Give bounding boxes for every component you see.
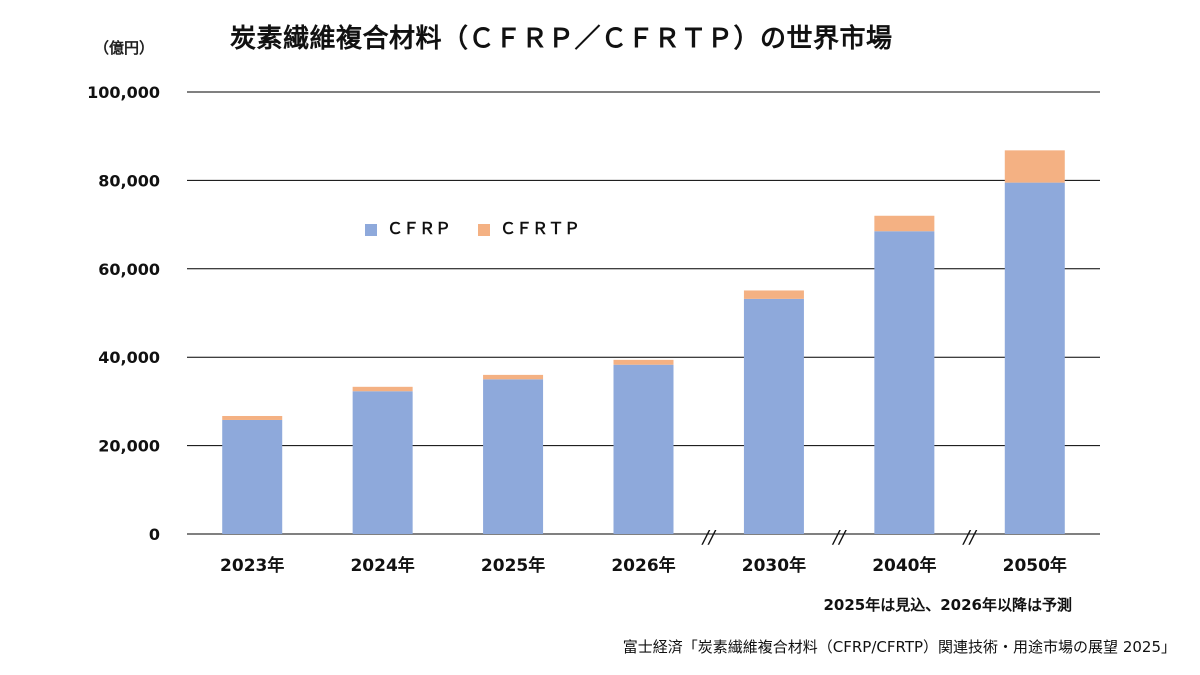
- bar-cfrp: [874, 231, 935, 535]
- bar-cfrtp: [613, 359, 674, 365]
- y-tick-label: 0: [149, 525, 160, 544]
- y-axis-unit-label: （億円）: [94, 39, 155, 57]
- bar-cfrp: [222, 419, 283, 534]
- legend-label-cfrp: ＣＦＲＰ: [387, 219, 451, 238]
- axis-break-mark: //: [701, 527, 717, 548]
- x-tick-label: 2030年: [742, 555, 806, 576]
- bar-cfrtp: [222, 415, 283, 420]
- x-tick-label: 2025年: [481, 555, 545, 576]
- bar-cfrp: [743, 298, 804, 534]
- y-tick-label: 60,000: [98, 260, 160, 279]
- legend-swatch-cfrtp: [478, 224, 490, 236]
- axis-break-mark: //: [962, 527, 978, 548]
- legend-swatch-cfrp: [365, 224, 377, 236]
- axis-break-mark: //: [831, 527, 847, 548]
- bar-cfrtp: [743, 290, 804, 299]
- bar-cfrtp: [483, 374, 544, 380]
- bar-cfrp: [483, 379, 544, 534]
- bar-cfrtp: [874, 215, 935, 232]
- bar-cfrp: [613, 364, 674, 534]
- y-tick-label: 20,000: [98, 437, 160, 456]
- y-tick-label: 100,000: [87, 83, 160, 102]
- x-tick-label: 2026年: [611, 555, 675, 576]
- x-tick-label: 2040年: [872, 555, 936, 576]
- bar-cfrtp: [352, 386, 413, 392]
- y-tick-label: 80,000: [98, 171, 160, 190]
- chart-title: 炭素繊維複合材料（ＣＦＲＰ／ＣＦＲＴＰ）の世界市場: [230, 24, 893, 54]
- x-tick-label: 2023年: [220, 555, 284, 576]
- source-note: 富士経済「炭素繊維複合材料（CFRP/CFRTP）関連技術・用途市場の展望 20…: [622, 638, 1176, 656]
- x-tick-label: 2024年: [350, 555, 414, 576]
- y-tick-label: 40,000: [98, 348, 160, 367]
- bar-cfrp: [1004, 182, 1065, 535]
- bar-cfrtp: [1004, 150, 1065, 183]
- legend-label-cfrtp: ＣＦＲＴＰ: [500, 219, 580, 238]
- bar-cfrp: [352, 391, 413, 534]
- x-tick-label: 2050年: [1003, 555, 1067, 576]
- forecast-note: 2025年は見込、2026年以降は予測: [823, 596, 1073, 614]
